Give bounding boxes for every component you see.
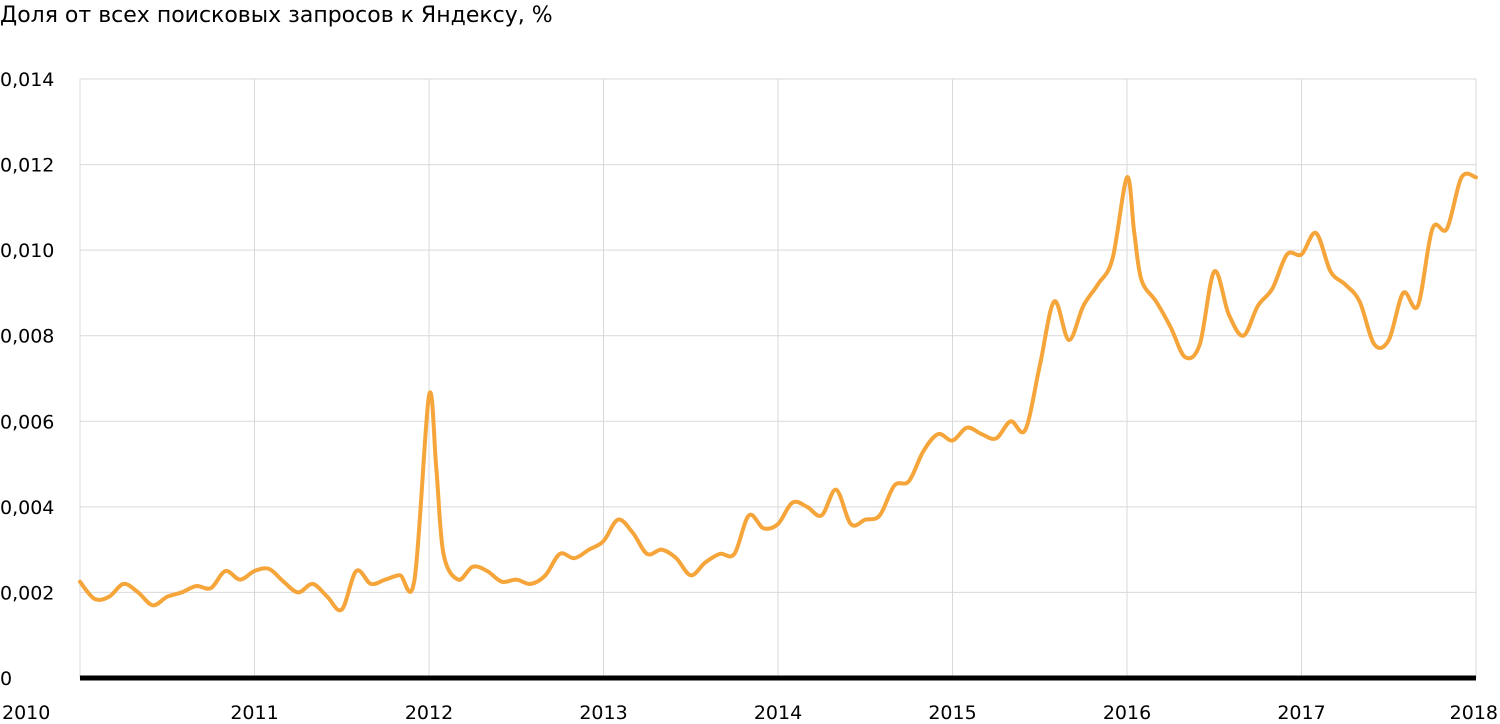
series-line [78, 171, 1478, 613]
y-tick-label: 0,010 [0, 240, 54, 262]
x-axis-ticks: 2010 2011 2012 2013 2014 2015 2016 2017 2018 [2, 702, 1498, 724]
x-tick-label: 2011 [230, 702, 278, 724]
y-axis-ticks: 0 0,002 0,004 0,006 0,008 0,010 0,012 0,014 [0, 69, 54, 690]
y-tick-label: 0,012 [0, 155, 54, 177]
y-tick-label: 0,002 [0, 582, 54, 604]
grid-lines [79, 78, 1477, 678]
x-tick-label: 2018 [1450, 702, 1498, 724]
y-tick-label: 0,008 [0, 326, 54, 348]
x-tick-label: 2012 [405, 702, 453, 724]
x-tick-label: 2017 [1277, 702, 1325, 724]
x-tick-label: 2015 [928, 702, 976, 724]
x-tick-label: 2016 [1103, 702, 1151, 724]
x-tick-label: 2010 [2, 702, 50, 724]
y-tick-label: 0,004 [0, 497, 54, 519]
y-tick-label: 0 [0, 668, 12, 690]
x-tick-label: 2014 [754, 702, 802, 724]
series-layer [78, 171, 1478, 613]
x-tick-label: 2013 [579, 702, 627, 724]
chart-title: Доля от всех поисковых запросов к Яндекс… [0, 3, 553, 28]
y-tick-label: 0,014 [0, 69, 54, 91]
y-tick-label: 0,006 [0, 411, 54, 433]
